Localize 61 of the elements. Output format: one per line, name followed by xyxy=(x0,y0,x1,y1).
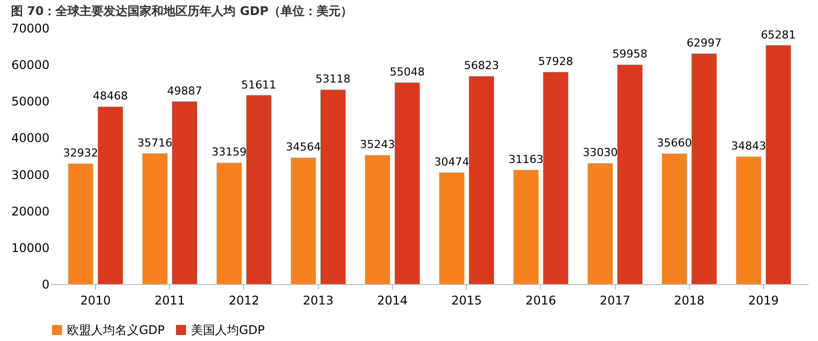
y-tick-label: 70000 xyxy=(11,22,50,36)
data-label: 35660 xyxy=(656,136,692,150)
y-tick-label: 20000 xyxy=(11,204,50,218)
data-label: 53118 xyxy=(316,72,351,86)
bar xyxy=(142,153,168,284)
x-tick-label: 2016 xyxy=(526,294,556,308)
data-label: 62997 xyxy=(686,36,722,50)
x-tick-label: 2011 xyxy=(154,294,186,308)
data-label: 55048 xyxy=(390,66,425,79)
data-label: 33159 xyxy=(212,146,247,159)
legend-label: 美国人均GDP xyxy=(191,323,265,337)
data-label: 33030 xyxy=(582,146,618,160)
x-tick-label: 2014 xyxy=(377,294,408,308)
bar xyxy=(172,102,198,284)
x-tick-label: 2012 xyxy=(228,294,260,308)
data-label: 31163 xyxy=(508,153,544,166)
data-label: 35243 xyxy=(360,138,396,152)
bar xyxy=(543,72,568,284)
bar xyxy=(692,54,717,284)
bar xyxy=(617,64,642,284)
data-label: 56823 xyxy=(464,59,499,72)
bar xyxy=(662,154,687,284)
x-tick-label: 2013 xyxy=(302,294,334,308)
bar xyxy=(439,172,464,284)
data-label: 34564 xyxy=(286,140,321,154)
bar xyxy=(290,158,316,284)
legend-label: 欧盟人均名义GDP xyxy=(67,323,165,337)
y-tick-label: 0 xyxy=(42,278,50,292)
y-tick-label: 40000 xyxy=(11,131,50,146)
bar xyxy=(736,156,762,284)
bar xyxy=(68,164,94,284)
y-tick-label: 10000 xyxy=(11,240,50,255)
bar xyxy=(513,170,538,284)
x-tick-label: 2010 xyxy=(80,294,111,308)
data-label: 57928 xyxy=(538,55,574,68)
y-tick-label: 30000 xyxy=(11,168,50,182)
data-label: 65281 xyxy=(760,28,796,42)
data-label: 30474 xyxy=(434,156,470,169)
data-label: 51611 xyxy=(241,78,276,92)
bar xyxy=(98,106,123,284)
y-tick-label: 50000 xyxy=(11,94,50,109)
x-tick-label: 2015 xyxy=(451,294,482,308)
data-label: 48468 xyxy=(92,90,128,103)
bar xyxy=(766,45,791,284)
data-label: 35716 xyxy=(137,136,172,150)
data-label: 32932 xyxy=(63,146,98,160)
x-tick-label: 2019 xyxy=(748,294,779,308)
bar xyxy=(468,76,494,284)
bar xyxy=(320,90,346,284)
chart-title: 图 70：全球主要发达国家和地区历年人均 GDP（单位：美元） xyxy=(10,4,352,18)
bar xyxy=(588,163,613,284)
bar xyxy=(246,95,272,284)
y-tick-label: 60000 xyxy=(11,58,50,72)
x-tick-label: 2017 xyxy=(600,294,630,308)
bar xyxy=(394,82,420,284)
bar xyxy=(216,162,242,284)
data-label: 49887 xyxy=(167,84,202,98)
x-tick-label: 2018 xyxy=(674,294,705,308)
bar xyxy=(365,155,390,284)
data-label: 34843 xyxy=(731,140,766,153)
data-label: 59958 xyxy=(612,48,648,61)
